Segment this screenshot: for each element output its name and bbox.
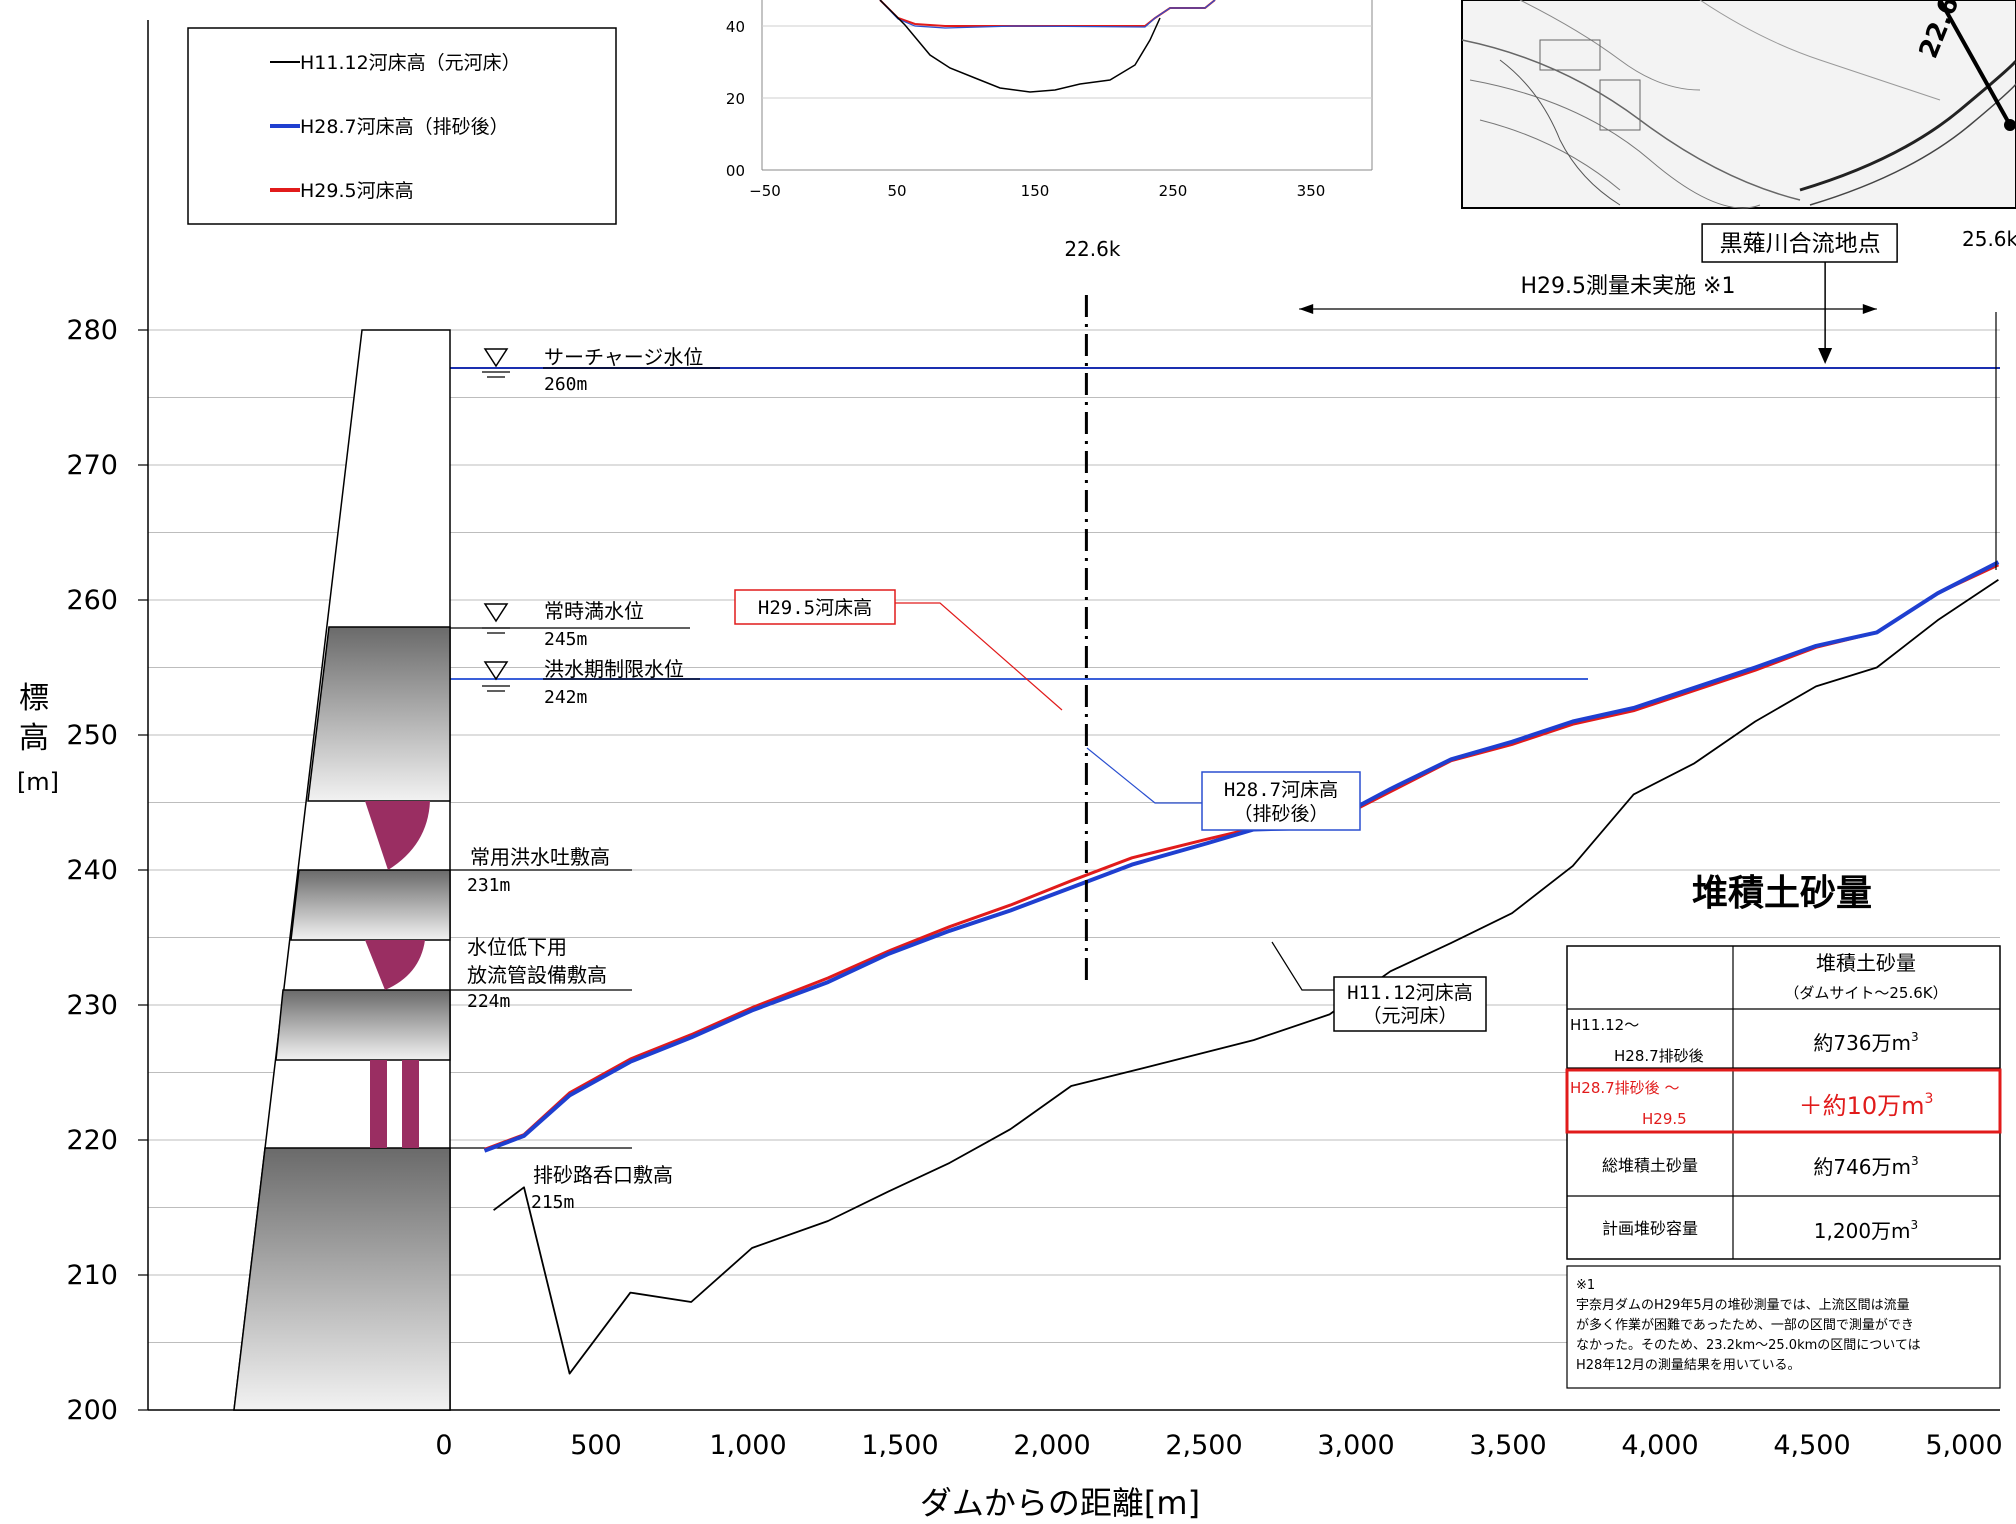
y-tick-label: 220 (66, 1125, 118, 1156)
confluence-label: 黒薙川合流地点 (1720, 231, 1881, 257)
sediment-table-title: 堆積土砂量 (1692, 873, 1872, 914)
y-tick-label: 200 (66, 1395, 118, 1426)
surcharge-level-label: サーチャージ水位 (544, 345, 703, 369)
x-tick-label: 3,000 (1317, 1430, 1394, 1461)
x-tick-label: 3,500 (1469, 1430, 1546, 1461)
x-tick-label: 2,000 (1013, 1430, 1090, 1461)
footnote-line: H28年12月の測量結果を用いている。 (1576, 1358, 1800, 1373)
footnote-mark: ※1 (1576, 1278, 1595, 1293)
row3-label: 総堆積土砂量 (1602, 1156, 1698, 1175)
dam-cross-section (233, 329, 451, 1411)
callout-h29-text: H29.5河床高 (758, 597, 872, 619)
inset-x-tick: 50 (887, 182, 906, 200)
table-header: 堆積土砂量 (1816, 951, 1916, 975)
series-line-h11 (493, 579, 1999, 1375)
row1-value: 約736万m3 (1813, 1030, 1918, 1055)
right-section-label: 25.6k (1962, 227, 2016, 251)
inset-y-tick: 20 (726, 90, 745, 108)
row3-value: 約746万m3 (1813, 1154, 1918, 1179)
inset-y-tick: 00 (726, 162, 745, 180)
y-axis-unit: [m] (17, 768, 59, 796)
x-tick-label: 500 (570, 1430, 622, 1461)
water-symbol-icon (482, 348, 510, 378)
y-tick-label: 210 (66, 1260, 118, 1291)
footnote: ※1 宇奈月ダムのH29年5月の堆砂測量では、上流区間は流量 が多く作業が困難で… (1566, 1265, 2001, 1389)
y-tick-label: 250 (66, 720, 118, 751)
legend-entry-h28: H28.7河床高（排砂後） (300, 116, 509, 138)
flood-limit-level-value: 242m (544, 687, 587, 708)
row2-label2: H29.5 (1642, 1110, 1687, 1128)
spillway-label: 常用洪水吐敷高 (470, 845, 610, 869)
inset-x-tick: 350 (1297, 182, 1326, 200)
table-header-sub: （ダムサイト〜25.6K） (1784, 984, 1947, 1002)
water-levels: サーチャージ水位 260m 常時満水位 245m 洪水期制限水位 242m (448, 345, 2000, 708)
x-tick-label: 1,000 (709, 1430, 786, 1461)
callout-h28-line2: （排砂後） (1233, 803, 1328, 825)
inset-x-tick: 150 (1021, 182, 1050, 200)
x-tick-label: 4,000 (1621, 1430, 1698, 1461)
inset-map: 22.6k (1461, 0, 2016, 209)
row4-value: 1,200万m3 (1814, 1218, 1918, 1243)
normal-level-label: 常時満水位 (544, 599, 644, 623)
inset-cross-section: 40 20 00 −50 50 150 250 350 (726, 0, 1373, 200)
x-axis-label: ダムからの距離[m] (920, 1484, 1200, 1522)
x-tick-label: 1,500 (861, 1430, 938, 1461)
gridlines (148, 329, 2000, 1343)
row4-label: 計画堆砂容量 (1602, 1219, 1698, 1238)
highlight-row-frame (1565, 1068, 2002, 1134)
row1-label1: H11.12〜 (1570, 1016, 1639, 1034)
normal-level-value: 245m (544, 629, 587, 650)
y-axis-label-char-1: 標 (19, 681, 49, 716)
water-symbol-icon (482, 603, 510, 634)
surcharge-level-value: 260m (544, 374, 587, 395)
inset-x-tick: −50 (749, 182, 781, 200)
axis-ticks: 200 210 220 230 240 250 260 270 280 0 500 1,000 1,50… (66, 315, 2002, 1461)
legend-entry-h11: H11.12河床高（元河床） (300, 52, 521, 74)
callout-h28-line1: H28.7河床高 (1224, 779, 1338, 801)
x-tick-label: 5,000 (1925, 1430, 2002, 1461)
spillway-value: 231m (467, 875, 510, 896)
section-22-6k-label: 22.6k (1064, 237, 1121, 261)
row2-label1: H28.7排砂後 〜 (1570, 1079, 1679, 1097)
y-axis-label-char-2: 高 (19, 721, 49, 756)
x-tick-label: 2,500 (1165, 1430, 1242, 1461)
y-tick-label: 270 (66, 450, 118, 481)
outlet-label-line2: 放流管設備敷高 (467, 963, 607, 987)
callout-h11: H11.12河床高 （元河床） (1271, 941, 1487, 1032)
sediment-intake-value: 215m (531, 1192, 574, 1213)
row2-value: ＋約10万m3 (1799, 1091, 1934, 1120)
x-tick-label: 0 (435, 1430, 452, 1461)
inset-x-tick: 250 (1159, 182, 1188, 200)
confluence-marker: 黒薙川合流地点 (1701, 223, 1898, 364)
callout-h11-line1: H11.12河床高 (1347, 982, 1473, 1004)
unsurveyed-range: H29.5測量未実施 ※1 (1299, 274, 1877, 314)
water-symbol-icon (482, 661, 510, 692)
legend: H11.12河床高（元河床） H28.7河床高（排砂後） H29.5河床高 (187, 27, 617, 225)
sediment-intake-label: 排砂路呑口敷高 (533, 1163, 673, 1187)
row1-label2: H28.7排砂後 (1614, 1047, 1704, 1065)
dam-labels: 常用洪水吐敷高 231m 水位低下用 放流管設備敷高 224m 排砂路呑口敷高 … (450, 845, 673, 1213)
y-tick-label: 280 (66, 315, 118, 346)
outlet-value: 224m (467, 991, 510, 1012)
footnote-line: なかった。そのため、23.2km〜25.0kmの区間については (1576, 1338, 1921, 1353)
flood-limit-level-label: 洪水期制限水位 (544, 657, 684, 681)
arrow-down-icon (1818, 348, 1833, 364)
callout-h11-line2: （元河床） (1362, 1005, 1457, 1027)
y-tick-label: 230 (66, 990, 118, 1021)
legend-entry-h29: H29.5河床高 (300, 180, 414, 202)
outlet-label-line1: 水位低下用 (467, 935, 567, 959)
y-tick-label: 240 (66, 855, 118, 886)
footnote-line: が多く作業が困難であったため、一部の区間で測量ができ (1576, 1317, 1914, 1333)
inset-y-tick: 40 (726, 18, 745, 36)
y-tick-label: 260 (66, 585, 118, 616)
callout-h28: H28.7河床高 （排砂後） (1086, 747, 1361, 831)
callout-h29: H29.5河床高 (734, 589, 1063, 711)
x-tick-label: 4,500 (1773, 1430, 1850, 1461)
footnote-line: 宇奈月ダムのH29年5月の堆砂測量では、上流区間は流量 (1576, 1298, 1910, 1313)
sediment-table: 堆積土砂量 （ダムサイト〜25.6K） H11.12〜 H28.7排砂後 約73… (1565, 945, 2002, 1260)
unsurveyed-label: H29.5測量未実施 ※1 (1521, 274, 1736, 299)
